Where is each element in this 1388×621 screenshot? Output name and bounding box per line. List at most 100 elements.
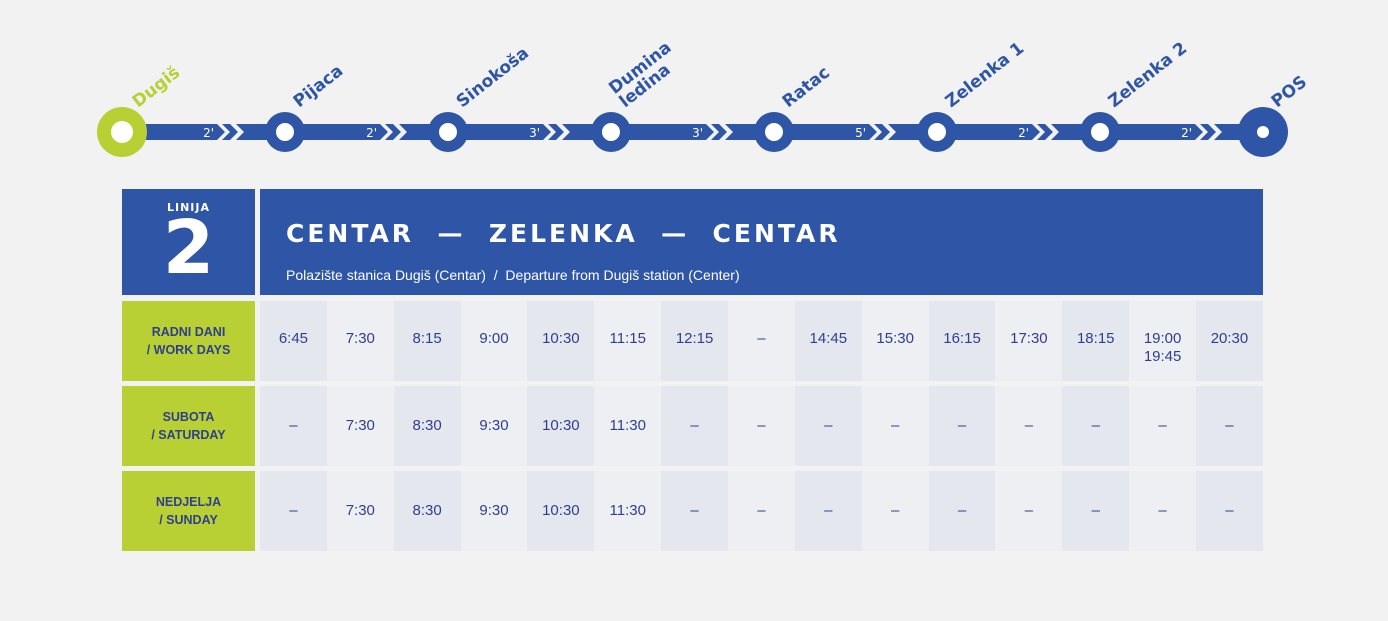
departure-time: –	[661, 386, 729, 466]
departure-time: 11:30	[594, 471, 662, 551]
departure-time: 19:00 19:45	[1129, 301, 1197, 381]
station-label: Dugiš	[129, 63, 184, 112]
departure-time: –	[995, 386, 1063, 466]
day-label-english: / SUNDAY	[159, 513, 218, 527]
track-chevron	[222, 124, 238, 140]
line-number: 2	[162, 205, 215, 291]
departure-time: –	[995, 471, 1063, 551]
departure-time: –	[794, 471, 862, 551]
route-subtitle: Polazište stanica Dugiš (Centar) / Depar…	[286, 267, 740, 283]
track-segment	[122, 124, 225, 140]
route-title-box: CENTAR — ZELENKA — CENTAR Polazište stan…	[260, 189, 1263, 295]
departure-time: 9:00	[460, 301, 528, 381]
track-chevron	[711, 124, 727, 140]
duration-label: 3'	[529, 126, 540, 140]
departure-time: 7:30	[326, 301, 394, 381]
track-segment	[1100, 124, 1203, 140]
line-label: LINIJA	[166, 201, 210, 214]
departure-time: 11:30	[594, 386, 662, 466]
station-stop-center	[928, 123, 946, 141]
track-chevron	[385, 124, 401, 140]
station-label: Pijaca	[290, 61, 347, 112]
departure-time: 7:30	[326, 471, 394, 551]
departure-time: 9:30	[460, 386, 528, 466]
day-label-local: SUBOTA	[162, 410, 215, 424]
day-label-local: RADNI DANI	[151, 325, 226, 339]
departure-time: 10:30	[527, 386, 595, 466]
departure-time: –	[260, 471, 327, 551]
day-label-english: / SATURDAY	[151, 428, 226, 442]
station-stop-center	[276, 123, 294, 141]
departure-time: –	[1062, 471, 1130, 551]
day-label-english: / WORK DAYS	[146, 343, 231, 357]
departure-time: 11:15	[594, 301, 662, 381]
departure-time: 8:15	[393, 301, 461, 381]
departure-time: –	[728, 386, 795, 466]
station-label: Ratac	[779, 63, 834, 112]
track-segment	[937, 124, 1040, 140]
departure-time: 18:15	[1062, 301, 1130, 381]
departure-time: 12:15	[661, 301, 729, 381]
departure-time: 8:30	[393, 471, 461, 551]
track-segment	[774, 124, 877, 140]
departure-time: –	[794, 386, 862, 466]
station-name: Dugiš	[129, 63, 184, 112]
departure-time: –	[861, 386, 929, 466]
schedule-row: 6:45 7:30 8:15 9:00 10:30 11:15 12:15–14:45 15:…	[260, 301, 1263, 381]
station-name: Pijaca	[290, 61, 347, 112]
route-title: CENTAR — ZELENKA — CENTAR	[286, 219, 841, 248]
day-label: NEDJELJA / SUNDAY	[122, 471, 255, 551]
track-segment	[448, 124, 551, 140]
duration-label: 2'	[203, 126, 214, 140]
track-chevron	[874, 124, 890, 140]
departure-time: 8:30	[393, 386, 461, 466]
duration-label: 2'	[1018, 126, 1029, 140]
departure-time: 10:30	[527, 301, 595, 381]
departure-time: 14:45	[794, 301, 862, 381]
departure-time: 20:30	[1196, 301, 1263, 381]
departure-time: 15:30	[861, 301, 929, 381]
duration-label: 5'	[855, 126, 866, 140]
terminal-stop-dot	[1257, 126, 1269, 138]
station-name: Ratac	[779, 63, 834, 112]
departure-time: –	[260, 386, 327, 466]
station-stop-center	[111, 121, 133, 143]
schedule-row: –7:30 8:30 9:30 10:30 11:30– – – – – – – – –	[260, 386, 1263, 466]
departure-time: 16:15	[928, 301, 996, 381]
departure-time: –	[928, 471, 996, 551]
station-name: Zelenka 1	[942, 38, 1028, 112]
day-label: SUBOTA / SATURDAY	[122, 386, 255, 466]
track-chevron	[1037, 124, 1053, 140]
track-chevron	[548, 124, 564, 140]
station-stop-center	[765, 123, 783, 141]
departure-time: –	[728, 301, 795, 381]
station-name: Zelenka 2	[1105, 38, 1191, 112]
station-label: Sinokoša	[453, 43, 533, 112]
departure-time: –	[661, 471, 729, 551]
day-label-local: NEDJELJA	[155, 495, 222, 509]
departure-time: 17:30	[995, 301, 1063, 381]
departure-time: 10:30	[527, 471, 595, 551]
station-stop-center	[602, 123, 620, 141]
station-label: Zelenka 1	[942, 38, 1028, 112]
departure-time: –	[1129, 471, 1197, 551]
station-label: POS	[1268, 72, 1311, 112]
duration-label: 2'	[1181, 126, 1192, 140]
departure-time: 7:30	[326, 386, 394, 466]
departure-time: –	[1196, 471, 1263, 551]
station-stop-center	[439, 123, 457, 141]
schedule-row: –7:30 8:30 9:30 10:30 11:30– – – – – – – – –	[260, 471, 1263, 551]
route-map: 2' 2' 3' 3' 5' 2' 2' Dugiš Pijaca Sinokoša Duminal…	[97, 38, 1311, 157]
departure-time: –	[1196, 386, 1263, 466]
duration-label: 2'	[366, 126, 377, 140]
station-name: Sinokoša	[453, 43, 533, 112]
duration-label: 3'	[692, 126, 703, 140]
day-label: RADNI DANI / WORK DAYS	[122, 301, 255, 381]
departure-time: 6:45	[260, 301, 327, 381]
departure-time: 9:30	[460, 471, 528, 551]
station-name: POS	[1268, 72, 1311, 112]
departure-time: –	[1129, 386, 1197, 466]
track-chevron	[1200, 124, 1216, 140]
departure-time: –	[728, 471, 795, 551]
